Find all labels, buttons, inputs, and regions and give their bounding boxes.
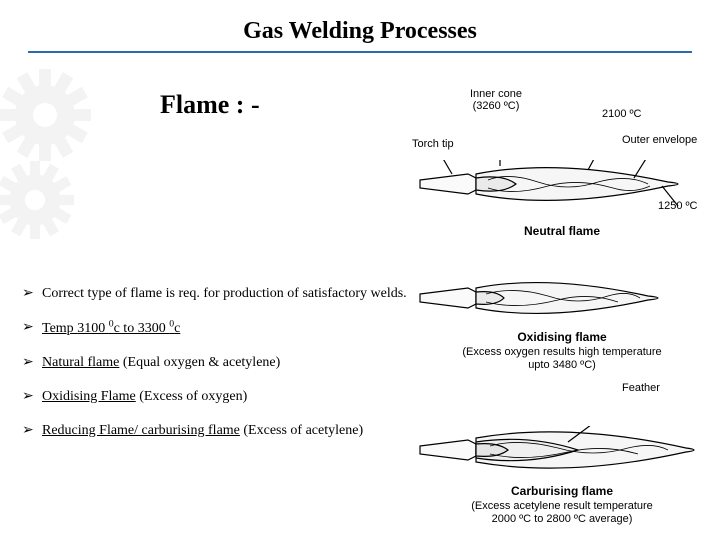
oxidising-flame-figure: Oxidising flame (Excess oxygen results h…	[412, 248, 712, 378]
bullet-item: Natural flame (Equal oxygen & acetylene)	[22, 349, 442, 377]
bullet-rest: (Equal oxygen & acetylene)	[119, 355, 280, 370]
ann-feather: Feather	[622, 382, 660, 394]
bullet-list: Correct type of flame is req. for produc…	[22, 280, 442, 451]
bullet-item: Reducing Flame/ carburising flame (Exces…	[22, 417, 442, 445]
bullet-rest: (Excess of acetylene)	[240, 423, 363, 438]
page-title: Gas Welding Processes	[0, 18, 720, 45]
section-subtitle: Flame : -	[160, 90, 260, 120]
bullet-text: Temp 3100 0c to 3300 0c	[42, 321, 180, 336]
bullet-item: Temp 3100 0c to 3300 0c	[22, 314, 442, 343]
bullet-text: Reducing Flame/ carburising flame	[42, 423, 240, 438]
ann-outer: Outer envelope	[622, 134, 697, 146]
bullet-text: Natural flame	[42, 355, 119, 370]
bullet-rest: (Excess of oxygen)	[136, 389, 248, 404]
bullet-item: Correct type of flame is req. for produc…	[22, 280, 442, 308]
carburising-flame-figure: Feather Carburising flame (Excess acetyl…	[412, 378, 712, 528]
carburising-caption: Carburising flame	[412, 484, 712, 498]
flame-diagrams: Inner cone (3260 ºC) Torch tip 2100 ºC O…	[412, 88, 712, 528]
neutral-caption: Neutral flame	[412, 224, 712, 238]
carburising-flame-svg	[418, 426, 708, 486]
bullet-item: Oxidising Flame (Excess of oxygen)	[22, 383, 442, 411]
ann-torch-tip: Torch tip	[412, 138, 454, 150]
oxidising-sub: (Excess oxygen results high temperature …	[412, 346, 712, 372]
oxidising-caption: Oxidising flame	[412, 330, 712, 344]
ann-2100: 2100 ºC	[602, 108, 642, 120]
neutral-flame-figure: Inner cone (3260 ºC) Torch tip 2100 ºC O…	[412, 88, 712, 248]
gear-decoration	[0, 60, 160, 250]
bullet-text: Oxidising Flame	[42, 389, 136, 404]
oxidising-flame-svg	[418, 274, 708, 330]
ann-inner-cone: Inner cone (3260 ºC)	[470, 88, 522, 112]
carburising-sub: (Excess acetylene result temperature 200…	[412, 500, 712, 526]
bullet-text: Correct type of flame is req. for produc…	[42, 286, 407, 301]
neutral-flame-svg	[418, 160, 708, 220]
title-rule	[28, 51, 692, 53]
